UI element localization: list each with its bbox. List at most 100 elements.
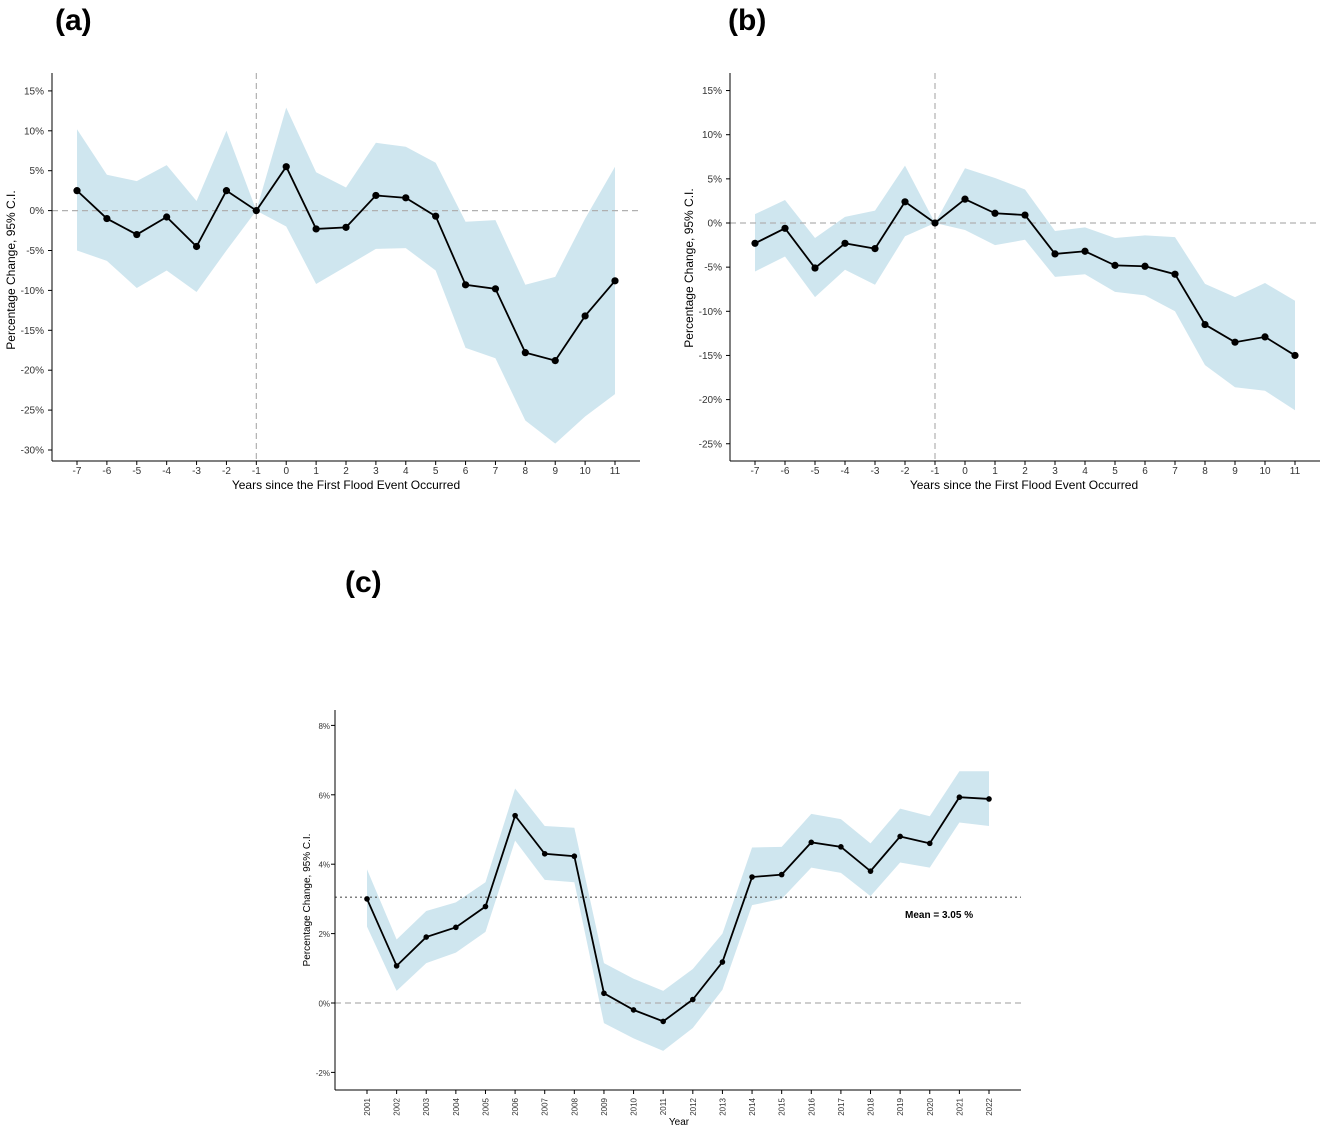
panel-b-x-tick-label: -7 (751, 466, 760, 477)
panel-c-point-2016 (808, 839, 815, 846)
panel-a-x-tick-label: 5 (433, 466, 439, 477)
panel-c-point-2010 (630, 1007, 637, 1013)
panel-c-x-tick-label: 2006 (511, 1097, 520, 1115)
panel-a-point-5 (432, 212, 440, 220)
panel-a-x-tick-label: -2 (222, 466, 231, 477)
panel-a-point--4 (163, 213, 171, 221)
panel-a-point-2 (342, 223, 350, 231)
panel-a-ci-band (77, 107, 615, 444)
panel-a-point-11 (611, 277, 619, 285)
panel-b-point-10 (1261, 333, 1269, 341)
panel-b-y-tick-label: -15% (699, 351, 722, 362)
panel-b-point-2 (1021, 211, 1029, 219)
panel-a-y-tick-label: -30% (21, 446, 44, 457)
panel-c-point-2011 (660, 1018, 666, 1025)
panel-a-x-tick-label: -5 (132, 466, 141, 477)
panel-a-y-tick-label: 10% (24, 126, 44, 137)
panel-a-point--2 (222, 187, 231, 195)
panel-a-point-9 (551, 357, 559, 365)
panel-c-point-2013 (719, 959, 726, 965)
panel-c-x-tick-label: 2008 (570, 1097, 579, 1115)
panel-b-x-tick-label: 8 (1202, 466, 1208, 477)
panel-c-x-tick-label: 2020 (926, 1097, 935, 1115)
panel-b-point-0 (961, 195, 969, 203)
panel-b-x-tick-label: 9 (1232, 466, 1238, 477)
panel-a-x-tick-label: 9 (552, 466, 558, 477)
panel-a-point-3 (372, 191, 380, 200)
panel-b-x-tick-label: -2 (901, 466, 910, 477)
panel-b-x-tick-label: -6 (781, 466, 790, 477)
panel-b-point-8 (1201, 320, 1209, 329)
panel-c-point-2009 (601, 990, 607, 997)
panel-c-x-tick-label: 2002 (393, 1097, 402, 1115)
panel-c-x-tick-label: 2012 (689, 1097, 698, 1115)
panel-a-plot-area: 15% 10% 5% 0% -5% -10% -15% -20% -25% -30% -7 -6 -5 -… (21, 73, 640, 477)
panel-c-point-2004 (453, 924, 459, 931)
panel-c-x-tick-label: 2009 (600, 1097, 609, 1115)
panel-a-y-tick-label: -20% (21, 366, 44, 377)
panel-b-y-tick-label: 5% (708, 174, 723, 185)
panel-c-point-2015 (778, 871, 785, 878)
panel-c-point-2014 (749, 874, 755, 880)
panel-a-point-1 (312, 225, 320, 233)
panel-b: (b) 15% 10% 5% 0% -5% -10% -15% -20% -25% -7 -6 -5 -… (682, 4, 1320, 492)
panel-b-x-tick-label: 5 (1112, 466, 1118, 477)
panel-c-x-tick-label: 2013 (718, 1097, 727, 1115)
panel-b-x-tick-label: 11 (1290, 466, 1301, 477)
panel-b-x-tick-label: 6 (1142, 466, 1148, 477)
panel-a-x-tick-label: 4 (403, 466, 409, 477)
panel-a-point-0 (282, 163, 290, 171)
panel-c-point-2007 (541, 850, 548, 857)
panel-c-point-2017 (838, 844, 844, 850)
panel-c-x-tick-label: 2005 (481, 1097, 490, 1115)
panel-c-x-tick-label: 2016 (807, 1097, 816, 1115)
panel-a: (a) 15% 10% 5% 0% -5% -10% -15% -20% -25% -30% -7 -… (4, 4, 640, 492)
panel-a-x-tick-label: -6 (102, 466, 111, 477)
panel-a-point--5 (133, 230, 141, 239)
panel-a-x-tick-label: 11 (610, 466, 621, 477)
panel-a-point--6 (103, 214, 111, 223)
panel-b-point--4 (841, 239, 849, 247)
panel-c-point-2003 (423, 934, 430, 940)
panel-b-x-tick-label: 2 (1022, 466, 1028, 477)
panel-a-y-tick-label: -10% (21, 286, 44, 297)
panel-b-point-5 (1111, 261, 1119, 269)
panel-c-point-2002 (393, 963, 400, 969)
panel-c-y-tick-label: 6% (318, 791, 330, 800)
panel-a-point--1 (252, 207, 260, 215)
panel-a-point-10 (581, 312, 589, 320)
panel-b-x-tick-label: -5 (811, 466, 820, 477)
panel-c-label: (c) (345, 566, 382, 599)
panel-a-y-tick-label: -5% (26, 246, 44, 257)
panel-c-x-tick-label: 2018 (867, 1097, 876, 1115)
panel-c-y-axis-title: Percentage Change, 95% C.I. (302, 834, 313, 967)
panel-c-x-tick-label: 2019 (896, 1097, 905, 1115)
panel-c-x-tick-label: 2011 (659, 1097, 668, 1115)
panel-c-series-line (366, 796, 990, 1023)
panel-a-x-tick-label: -1 (252, 466, 261, 477)
panel-b-point--6 (781, 224, 789, 232)
panel-c-y-tick-label: -2% (316, 1069, 330, 1078)
panel-c-mean-annotation: Mean = 3.05 % (905, 910, 973, 921)
panel-c-point-2018 (867, 868, 874, 874)
panel-c-x-tick-label: 2003 (422, 1097, 431, 1115)
panel-a-point-7 (491, 285, 500, 293)
panel-a-point-8 (521, 349, 529, 357)
panel-a-y-tick-label: 5% (30, 166, 45, 177)
panel-b-y-tick-label: -25% (699, 439, 722, 450)
panel-c-point-2021 (956, 794, 963, 801)
panel-b-point-6 (1141, 262, 1149, 270)
panel-c-x-tick-label: 2022 (985, 1097, 994, 1115)
panel-c-ci-band (367, 771, 989, 1051)
panel-b-point--2 (901, 198, 909, 206)
panel-a-y-tick-label: 15% (24, 86, 44, 97)
panel-a-x-axis-title: Years since the First Flood Event Occurr… (232, 478, 460, 492)
panel-c-x-tick-label: 2017 (837, 1097, 846, 1115)
panel-a-x-tick-label: 2 (343, 466, 349, 477)
panel-c-x-tick-label: 2007 (541, 1097, 550, 1115)
panel-c-x-tick-label: 2010 (630, 1097, 639, 1115)
panel-c-point-2006 (512, 812, 518, 819)
panel-b-point-1 (991, 209, 999, 217)
panel-c-x-tick-label: 2021 (955, 1097, 964, 1115)
panel-b-y-tick-label: 15% (702, 86, 722, 97)
